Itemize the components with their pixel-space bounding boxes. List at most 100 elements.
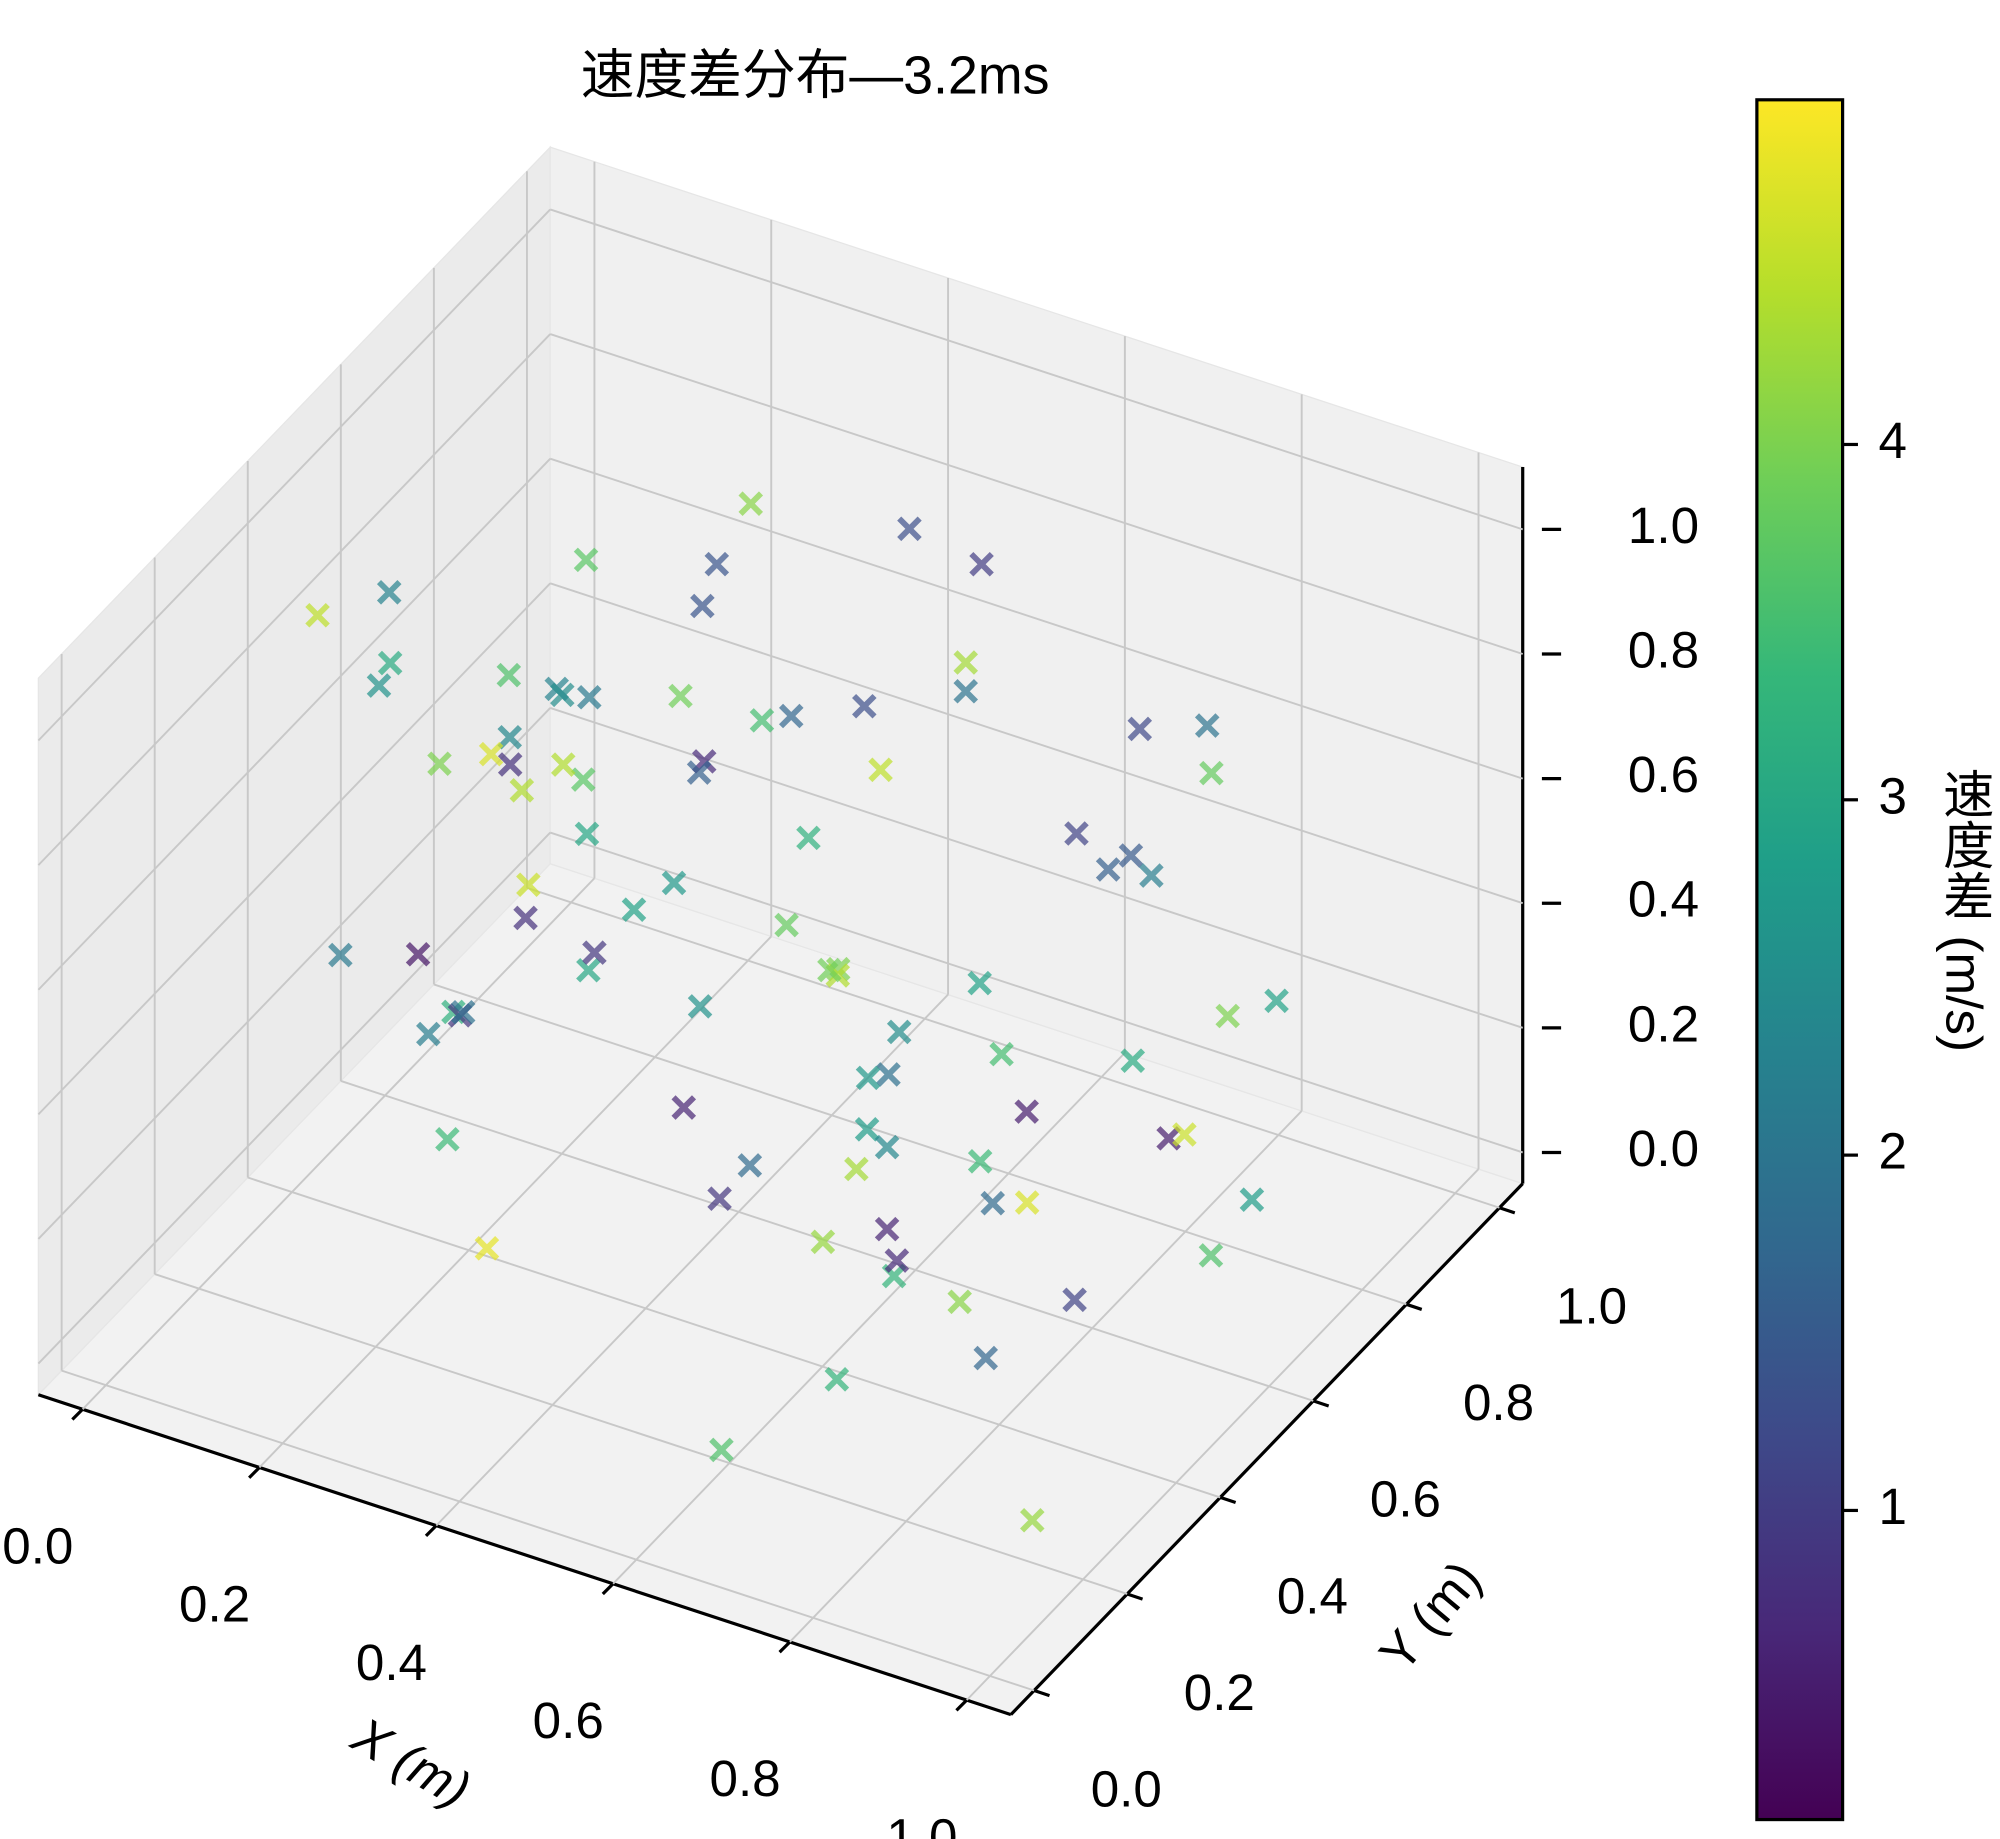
grid-line [37,333,551,866]
data-point [1172,1122,1197,1147]
data-point [450,999,476,1025]
grid-line [154,1273,1128,1595]
data-point [709,1437,734,1463]
x-tick [955,1698,968,1712]
data-point [474,1236,500,1261]
x-tick-label: 1.0 [886,1808,957,1839]
data-point [497,724,523,750]
grid-line [526,886,1500,1209]
data-point [513,905,538,931]
y-tick [1498,1206,1516,1215]
y-tick-label: 0.0 [1091,1760,1162,1817]
data-point [416,1021,441,1047]
data-point [405,942,431,967]
colorbar-tick-label: 2 [1878,1123,1906,1180]
data-point [509,778,535,803]
x-tick [71,1408,84,1421]
y-tick-label: 0.6 [1370,1471,1441,1528]
data-point [874,1134,900,1160]
y-tick [1126,1592,1144,1601]
data-point [1215,1003,1240,1029]
data-point [989,1041,1014,1067]
x-tick [248,1466,261,1479]
grid-line [37,208,551,742]
data-point [496,662,522,688]
colorbar-label: 速度差 (m/s) [1936,768,1994,1052]
data-point [577,685,602,710]
data-point [854,1117,880,1142]
data-point [868,757,893,783]
data-point [737,1153,763,1178]
grid-line [612,1052,1126,1585]
axis-line [1009,1182,1524,1716]
z-tick-label: 0.6 [1628,746,1699,803]
data-point [305,602,330,628]
data-point [1120,1048,1146,1073]
grid-line [549,208,1524,531]
data-point [1127,716,1153,742]
data-point [478,741,504,767]
data-point [1239,1187,1265,1212]
z-tick-label: 0.4 [1628,871,1699,928]
y-tick-label: 0.2 [1184,1664,1255,1721]
grid-line [61,1369,1035,1692]
data-point [435,1127,460,1152]
y-tick [1219,1495,1237,1505]
z-tick-label: 0.0 [1628,1120,1699,1177]
y-tick [1312,1399,1330,1408]
data-point [621,897,647,922]
grid-line [965,1168,1480,1701]
data-point [427,751,452,776]
data-point [897,516,922,542]
x-axis-label: X (m) [342,1706,480,1818]
y-tick [1033,1688,1051,1698]
data-point [1062,1287,1087,1313]
x-tick-label: 0.4 [356,1634,427,1691]
data-point [884,1248,910,1273]
colorbar-tick-label: 3 [1878,767,1906,824]
data-point [817,957,842,983]
data-point [973,1345,999,1371]
grid-line [37,707,551,1240]
data-point [886,1019,912,1045]
data-point [576,957,601,983]
data-point [852,693,877,719]
grid-line [549,831,1524,1154]
data-point [953,650,979,675]
data-point [844,1156,869,1182]
z-tick-label: 0.8 [1628,621,1699,678]
data-point [1064,821,1089,846]
data-point [778,703,804,729]
data-point [376,580,402,605]
grid-line [549,457,1524,780]
x-tick-label: 0.0 [2,1518,73,1575]
grid-line [549,582,1524,905]
data-point [947,1289,972,1315]
data-point [366,673,392,698]
data-point [876,1062,901,1087]
grid-line [549,333,1524,655]
z-tick-label: 0.2 [1628,995,1699,1052]
data-point [980,1190,1006,1216]
data-point [1014,1099,1039,1124]
data-point [573,547,599,573]
chart-title: 速度差分布—3.2ms [581,46,1050,106]
data-point [1139,863,1164,888]
data-point [967,970,992,996]
y-tick-label: 0.8 [1463,1374,1534,1431]
grid-line [37,458,551,991]
data-point [707,1186,732,1211]
grid-line [37,831,551,1365]
data-point [1118,843,1144,868]
data-point [953,678,979,704]
data-point [516,872,541,898]
colorbar [1755,98,1845,1822]
data-point [967,1149,993,1174]
data-point [1014,1190,1040,1215]
x-tick-label: 0.8 [710,1750,781,1807]
data-point [796,825,821,851]
y-tick [1405,1302,1423,1311]
colorbar-tick-label: 1 [1878,1478,1906,1535]
data-point [328,942,353,968]
